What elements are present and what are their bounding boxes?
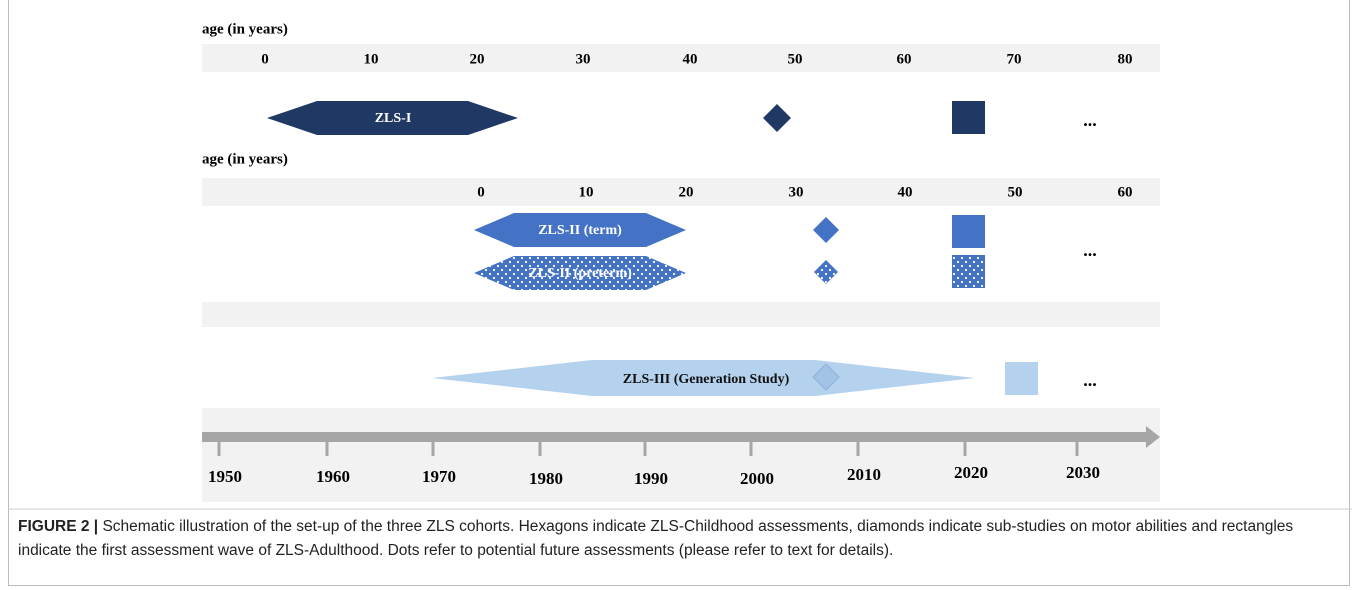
age-tick-label: 0 (477, 184, 485, 200)
diamond (813, 217, 839, 243)
timeline-arrowhead (1146, 426, 1160, 448)
rectangle (1005, 362, 1038, 395)
gray-band (202, 44, 1160, 72)
age-tick-label: 20 (470, 51, 485, 67)
year-label: 1960 (316, 467, 350, 486)
year-label: 1980 (529, 469, 563, 488)
gray-band (202, 302, 1160, 327)
rectangle (952, 215, 985, 248)
year-label: 1970 (422, 467, 456, 486)
age-tick-label: 0 (261, 51, 269, 67)
cohort-label: ZLS-II (preterm) (528, 266, 632, 281)
age-tick-label: 40 (898, 184, 913, 200)
age-tick-label: 30 (789, 184, 804, 200)
diamond (763, 104, 791, 132)
age-tick-label: 70 (1007, 51, 1022, 67)
year-label: 2010 (847, 465, 881, 484)
ellipsis: ... (1083, 370, 1097, 390)
year-label: 2000 (740, 469, 774, 488)
gray-band (202, 178, 1160, 206)
hexagon (432, 360, 975, 396)
year-label: 2030 (1066, 463, 1100, 482)
year-label: 2020 (954, 463, 988, 482)
age-tick-label: 60 (897, 51, 912, 67)
ellipsis: ... (1083, 110, 1097, 130)
cohort-label: ZLS-I (375, 111, 412, 126)
figure-frame (8, 0, 1350, 586)
hexagon (474, 256, 686, 290)
year-label: 1990 (634, 469, 668, 488)
age-tick-label: 30 (576, 51, 591, 67)
ellipsis: ... (1083, 240, 1097, 260)
year-label: 1950 (208, 467, 242, 486)
age-tick-label: 80 (1118, 51, 1133, 67)
cohort-label: ZLS-III (Generation Study) (623, 372, 790, 387)
diamond (814, 260, 838, 284)
caption-label: FIGURE 2 | (18, 518, 99, 535)
age-tick-label: 20 (679, 184, 694, 200)
timeline-bar (202, 432, 1148, 442)
caption: FIGURE 2 | Schematic illustration of the… (18, 515, 1343, 563)
diamond (812, 363, 840, 391)
rectangle (952, 255, 985, 288)
age-tick-label: 40 (683, 51, 698, 67)
axis-label: age (in years) (202, 151, 288, 167)
age-tick-label: 50 (788, 51, 803, 67)
age-tick-label: 10 (364, 51, 379, 67)
age-tick-label: 60 (1118, 184, 1133, 200)
caption-text: Schematic illustration of the set-up of … (18, 518, 1294, 559)
axis-label: age (in years) (202, 21, 288, 37)
cohort-label: ZLS-II (term) (538, 223, 622, 238)
hexagon (474, 213, 686, 247)
age-tick-label: 50 (1008, 184, 1023, 200)
age-tick-label: 10 (579, 184, 594, 200)
hexagon (267, 101, 518, 135)
rectangle (952, 101, 985, 134)
gray-band (202, 408, 1160, 502)
